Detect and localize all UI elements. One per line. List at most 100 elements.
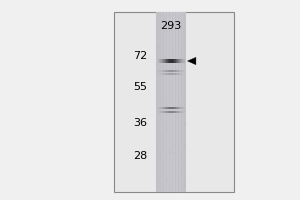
Bar xyxy=(174,73,175,75)
Bar xyxy=(182,12,183,192)
Bar xyxy=(179,107,180,109)
Bar xyxy=(162,73,163,75)
Bar xyxy=(158,59,159,63)
Bar xyxy=(168,111,169,113)
Bar xyxy=(164,107,165,109)
Bar xyxy=(173,59,174,63)
Bar xyxy=(178,70,179,72)
Bar xyxy=(167,12,168,192)
Bar xyxy=(166,107,167,109)
Bar xyxy=(184,12,185,192)
Bar xyxy=(162,111,163,113)
Bar xyxy=(158,73,159,75)
Bar xyxy=(160,70,161,72)
Bar xyxy=(161,70,162,72)
Bar xyxy=(114,12,234,192)
Bar xyxy=(158,70,159,72)
Text: 293: 293 xyxy=(160,21,182,31)
Bar xyxy=(173,70,174,72)
Bar xyxy=(156,12,186,192)
Bar xyxy=(182,73,183,75)
Bar xyxy=(178,59,179,63)
Bar xyxy=(176,111,177,113)
Bar xyxy=(175,107,176,109)
Bar xyxy=(175,12,176,192)
Bar xyxy=(181,70,182,72)
Bar xyxy=(168,12,169,192)
Bar xyxy=(168,70,169,72)
Text: 28: 28 xyxy=(133,151,147,161)
Bar xyxy=(173,111,174,113)
Bar xyxy=(164,73,165,75)
Bar xyxy=(159,12,160,192)
Bar xyxy=(174,111,175,113)
Bar xyxy=(178,73,179,75)
Bar xyxy=(162,12,163,192)
Bar xyxy=(163,107,164,109)
Bar xyxy=(180,70,181,72)
Bar xyxy=(181,111,182,113)
Bar xyxy=(182,59,183,63)
Bar xyxy=(180,73,181,75)
Bar xyxy=(169,12,170,192)
Bar xyxy=(180,107,181,109)
Bar xyxy=(161,107,162,109)
Bar xyxy=(171,70,172,72)
Bar xyxy=(180,59,181,63)
Bar xyxy=(177,59,178,63)
Bar xyxy=(168,73,169,75)
Bar xyxy=(176,70,177,72)
Bar xyxy=(170,111,171,113)
Bar xyxy=(181,107,182,109)
Bar xyxy=(167,73,168,75)
Bar xyxy=(173,12,174,192)
Bar xyxy=(170,70,171,72)
Bar xyxy=(174,70,175,72)
Bar xyxy=(170,107,171,109)
Bar xyxy=(183,70,184,72)
Bar xyxy=(160,73,161,75)
Bar xyxy=(176,107,177,109)
Bar xyxy=(167,107,168,109)
Bar xyxy=(171,111,172,113)
Bar xyxy=(164,59,165,63)
Bar xyxy=(181,12,182,192)
Bar xyxy=(175,59,176,63)
Text: 72: 72 xyxy=(133,51,147,61)
Bar xyxy=(183,73,184,75)
Bar xyxy=(166,70,167,72)
Bar xyxy=(180,111,181,113)
Bar xyxy=(182,111,183,113)
Polygon shape xyxy=(188,57,196,65)
Bar xyxy=(165,73,166,75)
Bar xyxy=(166,111,167,113)
Bar xyxy=(161,59,162,63)
Bar xyxy=(165,59,166,63)
Bar xyxy=(159,111,160,113)
Bar xyxy=(165,111,166,113)
Bar xyxy=(170,73,171,75)
Bar xyxy=(172,59,173,63)
Bar xyxy=(174,107,175,109)
Bar xyxy=(170,59,171,63)
Bar xyxy=(175,111,176,113)
Bar xyxy=(177,107,178,109)
Text: 36: 36 xyxy=(133,118,147,128)
Bar xyxy=(161,73,162,75)
Bar xyxy=(158,111,159,113)
Bar xyxy=(173,73,174,75)
Bar xyxy=(169,59,170,63)
Bar xyxy=(183,59,184,63)
Bar xyxy=(171,12,172,192)
Bar xyxy=(177,111,178,113)
Bar xyxy=(164,111,165,113)
Bar xyxy=(165,107,166,109)
Bar xyxy=(177,73,178,75)
Bar xyxy=(171,107,172,109)
Bar xyxy=(177,70,178,72)
Bar xyxy=(163,111,164,113)
Bar xyxy=(164,12,165,192)
Bar xyxy=(160,111,161,113)
Bar xyxy=(169,111,170,113)
Bar xyxy=(158,107,159,109)
